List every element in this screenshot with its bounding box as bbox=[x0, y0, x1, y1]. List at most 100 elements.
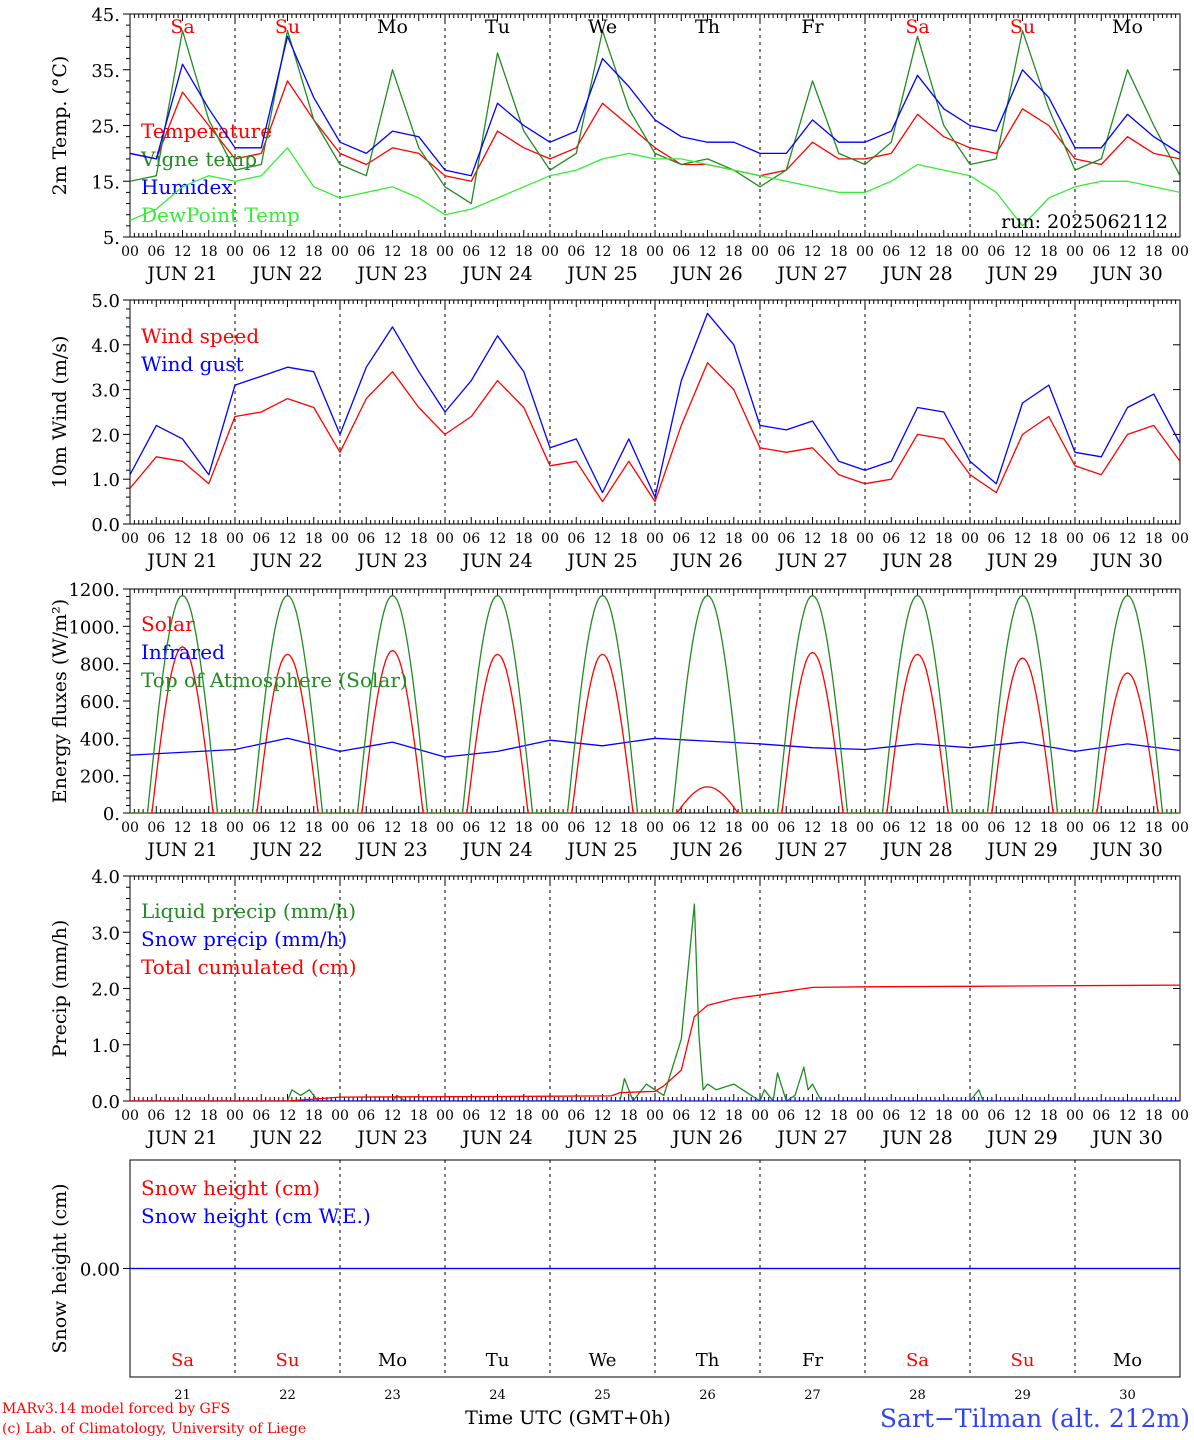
weekday-label: Su bbox=[1010, 16, 1035, 38]
legend-entry: Liquid precip (mm/h) bbox=[141, 899, 356, 923]
weekday-label: Mo bbox=[1113, 1350, 1142, 1371]
y-tick-label: 5. bbox=[103, 228, 120, 249]
x-tick-label: 12 bbox=[909, 1108, 927, 1124]
y-axis-label: 2m Temp. (°C) bbox=[49, 56, 71, 196]
x-tick-label: 18 bbox=[830, 820, 848, 836]
weekday-label: Fr bbox=[801, 16, 824, 38]
y-tick-label: 45. bbox=[91, 5, 120, 26]
x-date-label: JUN 26 bbox=[670, 263, 742, 285]
x-tick-label: 18 bbox=[935, 244, 953, 260]
x-tick-label: 00 bbox=[436, 244, 454, 260]
x-tick-label: 18 bbox=[410, 1108, 428, 1124]
x-tick-label: 00 bbox=[751, 244, 769, 260]
x-date-label: JUN 22 bbox=[250, 1127, 322, 1149]
x-tick-label: 06 bbox=[252, 244, 270, 260]
weekday-label: Sa bbox=[170, 16, 194, 38]
x-tick-label: 06 bbox=[882, 1108, 900, 1124]
x-tick-label: 06 bbox=[777, 1108, 795, 1124]
x-tick-label: 06 bbox=[777, 531, 795, 547]
x-tick-label: 12 bbox=[489, 1108, 507, 1124]
x-tick-label: 00 bbox=[1171, 531, 1189, 547]
x-date-label: JUN 27 bbox=[775, 263, 847, 285]
x-tick-label: 18 bbox=[305, 1108, 323, 1124]
footer-lab-credit: (c) Lab. of Climatology, University of L… bbox=[2, 1421, 306, 1437]
x-tick-label: 06 bbox=[252, 531, 270, 547]
x-tick-label: 06 bbox=[777, 820, 795, 836]
weekday-label: Th bbox=[695, 16, 720, 38]
day-number: 24 bbox=[489, 1388, 506, 1403]
x-tick-label: 12 bbox=[279, 531, 297, 547]
x-tick-label: 00 bbox=[1066, 244, 1084, 260]
x-tick-label: 12 bbox=[594, 820, 612, 836]
x-tick-label: 18 bbox=[200, 531, 218, 547]
x-tick-label: 06 bbox=[147, 1108, 165, 1124]
x-tick-label: 06 bbox=[987, 1108, 1005, 1124]
legend-entry: DewPoint Temp bbox=[141, 203, 300, 227]
x-tick-label: 18 bbox=[200, 1108, 218, 1124]
x-tick-label: 06 bbox=[567, 244, 585, 260]
x-tick-label: 12 bbox=[594, 1108, 612, 1124]
x-tick-label: 12 bbox=[1119, 531, 1137, 547]
x-tick-label: 06 bbox=[987, 820, 1005, 836]
legend-entry: Vigne temp bbox=[140, 147, 257, 171]
x-tick-label: 00 bbox=[541, 1108, 559, 1124]
x-tick-label: 12 bbox=[804, 1108, 822, 1124]
x-tick-label: 00 bbox=[331, 1108, 349, 1124]
x-tick-label: 06 bbox=[672, 1108, 690, 1124]
x-date-label: JUN 30 bbox=[1090, 1127, 1162, 1149]
x-tick-label: 00 bbox=[856, 531, 874, 547]
series-total-cumulated-cm bbox=[130, 984, 1180, 1101]
x-tick-label: 00 bbox=[436, 531, 454, 547]
x-tick-label: 00 bbox=[1066, 1108, 1084, 1124]
x-tick-label: 00 bbox=[856, 1108, 874, 1124]
x-tick-label: 06 bbox=[462, 531, 480, 547]
x-date-label: JUN 25 bbox=[565, 263, 637, 285]
x-date-label: JUN 25 bbox=[565, 839, 637, 861]
x-tick-label: 00 bbox=[1171, 1108, 1189, 1124]
y-tick-label: 0.00 bbox=[80, 1260, 120, 1281]
x-tick-label: 06 bbox=[672, 244, 690, 260]
x-tick-label: 18 bbox=[1145, 820, 1163, 836]
x-date-label: JUN 24 bbox=[460, 263, 532, 285]
weekday-label: Mo bbox=[1112, 16, 1143, 38]
x-tick-label: 18 bbox=[1145, 1108, 1163, 1124]
x-tick-label: 12 bbox=[699, 244, 717, 260]
series-vigne-temp bbox=[130, 30, 1180, 205]
x-tick-label: 12 bbox=[1014, 531, 1032, 547]
x-date-label: JUN 21 bbox=[145, 550, 217, 572]
y-tick-label: 0.0 bbox=[91, 515, 120, 536]
x-tick-label: 00 bbox=[1171, 244, 1189, 260]
x-tick-label: 06 bbox=[1092, 820, 1110, 836]
x-tick-label: 12 bbox=[384, 531, 402, 547]
x-date-label: JUN 28 bbox=[880, 839, 952, 861]
x-tick-label: 12 bbox=[1014, 820, 1032, 836]
x-date-label: JUN 25 bbox=[565, 550, 637, 572]
x-tick-label: 12 bbox=[909, 244, 927, 260]
x-tick-label: 06 bbox=[567, 820, 585, 836]
x-date-label: JUN 22 bbox=[250, 550, 322, 572]
x-tick-label: 00 bbox=[121, 820, 139, 836]
x-tick-label: 00 bbox=[751, 531, 769, 547]
x-date-label: JUN 26 bbox=[670, 550, 742, 572]
y-tick-label: 3.0 bbox=[91, 923, 120, 944]
x-tick-label: 06 bbox=[462, 820, 480, 836]
x-tick-label: 00 bbox=[121, 1108, 139, 1124]
x-tick-label: 12 bbox=[174, 244, 192, 260]
x-date-label: JUN 22 bbox=[250, 263, 322, 285]
x-tick-label: 12 bbox=[384, 1108, 402, 1124]
day-number: 21 bbox=[174, 1388, 191, 1403]
series-wind-speed bbox=[130, 362, 1180, 503]
x-tick-label: 18 bbox=[410, 531, 428, 547]
legend-entry: Snow height (cm) bbox=[141, 1176, 320, 1200]
x-tick-label: 06 bbox=[882, 531, 900, 547]
x-tick-label: 12 bbox=[279, 244, 297, 260]
y-tick-label: 0. bbox=[103, 804, 120, 825]
x-tick-label: 06 bbox=[672, 820, 690, 836]
x-tick-label: 18 bbox=[1145, 531, 1163, 547]
x-tick-label: 06 bbox=[462, 1108, 480, 1124]
x-tick-label: 18 bbox=[725, 244, 743, 260]
x-tick-label: 00 bbox=[961, 531, 979, 547]
x-tick-label: 12 bbox=[1119, 244, 1137, 260]
x-tick-label: 18 bbox=[200, 244, 218, 260]
